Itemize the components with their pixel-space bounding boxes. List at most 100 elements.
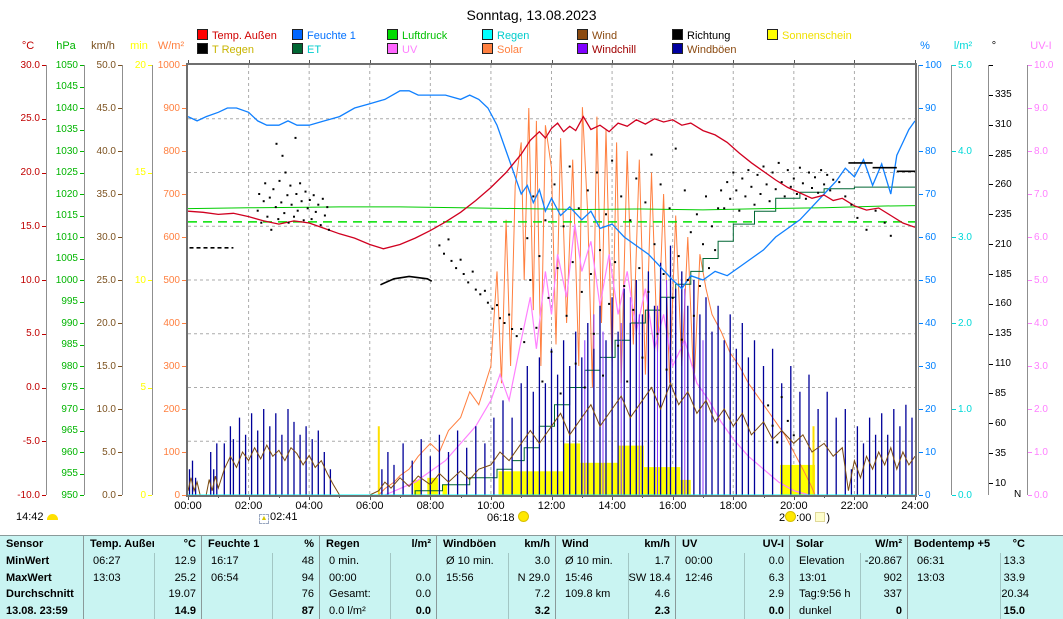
x-tick-label: 10:00 [477, 500, 505, 512]
legend-item-et: ET [292, 43, 322, 56]
series-richtung-dot [795, 193, 798, 195]
y-axis-tick [919, 65, 923, 66]
series-richtung-dot [780, 396, 783, 399]
table-cell: 06:31 13.3 [908, 552, 1063, 570]
series-richtung-dot [308, 199, 311, 201]
y-axis-tick [1028, 323, 1032, 324]
legend-item-windchill: Windchill [577, 43, 636, 56]
moonset-icon: ▲ [259, 514, 269, 524]
series-richtung-dot [520, 328, 523, 330]
series-richtung-dot [260, 221, 263, 224]
y-axis-line-wm2 [186, 65, 187, 495]
y-axis-title-hpa: hPa [56, 40, 76, 52]
series-richtung-dot [256, 209, 259, 212]
y-tick-label: 90 [925, 102, 937, 114]
table-cell: 00:00 0.0 [320, 569, 437, 587]
y-axis-tick [952, 495, 956, 496]
table-cell-text [443, 603, 509, 619]
y-axis-tick [42, 280, 46, 281]
legend-item-regen: Regen [482, 29, 529, 42]
y-tick-label: 40 [925, 317, 937, 329]
x-axis-tick [551, 60, 553, 64]
y-tick-label: 975 [61, 382, 78, 393]
series-feuchte [188, 90, 915, 290]
y-axis-tick [989, 184, 993, 186]
series-richtung-dot [295, 193, 298, 195]
table-cell-text: Solar [796, 538, 824, 550]
series-richtung-dot [272, 188, 275, 191]
table-cell-value: 0.0 [415, 588, 431, 601]
series-richtung-dot [765, 183, 768, 186]
table-cell-text [208, 586, 274, 604]
series-richtung-dot [486, 301, 489, 304]
y-tick-label: 0.0 [26, 382, 40, 393]
y-tick-label: 985 [61, 339, 78, 350]
series-richtung-dot [611, 159, 614, 162]
series-richtung-dot [680, 338, 683, 341]
series-richtung-dot [889, 234, 892, 237]
et-swatch-icon [292, 43, 303, 54]
y-tick-label: 10.0 [1034, 59, 1054, 71]
series-windboeen [188, 245, 913, 495]
y-axis-tick [148, 495, 152, 496]
y-axis-tick [1028, 409, 1032, 410]
table-cell: 00:00 0.0 [676, 552, 790, 570]
series-richtung-dot [319, 224, 322, 227]
tregen-swatch-icon [197, 43, 208, 54]
table-cell-text [562, 603, 629, 619]
y-tick-label: 700 [163, 188, 180, 200]
table-cell: 0.0 [676, 603, 790, 619]
series-richtung-dot [829, 189, 832, 192]
table-cell: 13:03 33.9 [908, 569, 1063, 587]
table-cell: 19.07 [84, 586, 202, 604]
y-axis-tick [148, 280, 152, 281]
series-richtung-dot [275, 142, 278, 145]
legend-label: ET [307, 44, 322, 56]
legend-label: Windböen [687, 44, 737, 56]
y-axis-tick [118, 366, 122, 367]
x-tick-label: 04:00 [295, 500, 323, 512]
table-cell-text: UV [682, 538, 698, 550]
legend-label: Solar [497, 44, 523, 56]
y-axis-tick [118, 495, 122, 496]
table-cell-value: 13.3 [1003, 554, 1025, 567]
y-tick-label: 15 [134, 167, 146, 178]
y-tick-label: 335 [995, 89, 1012, 101]
y-axis-tick [80, 301, 84, 303]
series-richtung-dot [705, 195, 707, 198]
table-cell-text: 109.8 km [562, 586, 629, 604]
series-richtung-dot [632, 308, 635, 311]
y-axis-tick [80, 258, 84, 260]
y-tick-label: 990 [61, 317, 78, 329]
legend-label: Wind [592, 30, 618, 42]
y-axis-tick [919, 151, 923, 152]
table-cell: dunkel 0 [790, 603, 908, 619]
y-tick-label: 285 [995, 149, 1012, 161]
summary-table: Sensor Temp. Außen °C Feuchte 1% Regen l/m² Wi… [0, 535, 1063, 619]
series-richtung-dot [623, 285, 626, 287]
y-tick-label: 950 [61, 489, 78, 501]
y-axis-line-deg [988, 65, 989, 495]
table-cell-text: 13:03 [914, 569, 1002, 587]
y-axis-tick [989, 423, 993, 425]
x-tick-label: 14:00 [598, 500, 626, 512]
table-cell-value: 6.3 [768, 571, 784, 584]
y-axis-tick [989, 154, 993, 156]
y-tick-label: 10.0 [20, 274, 40, 286]
table-cell-text: 15:56 [443, 569, 509, 587]
y-axis-tick [80, 495, 84, 496]
y-axis-title-temp: °C [21, 40, 35, 52]
y-tick-label: 210 [995, 238, 1012, 250]
y-axis-tick [182, 495, 186, 496]
series-richtung-dot [278, 179, 281, 182]
y-tick-label: 6.0 [1034, 231, 1048, 243]
y-tick-label: 4.0 [958, 145, 972, 157]
series-richtung-dot [274, 206, 277, 209]
legend-item-tregen: T Regen [197, 43, 254, 56]
table-cell: 06:54 94 [202, 569, 320, 587]
y-tick-label: 9.0 [1034, 102, 1048, 114]
table-cell-value: 2.3 [654, 605, 670, 618]
y-axis-tick [919, 237, 923, 238]
x-tick-label: 12:00 [537, 500, 566, 512]
richtung-swatch-icon [672, 29, 683, 40]
